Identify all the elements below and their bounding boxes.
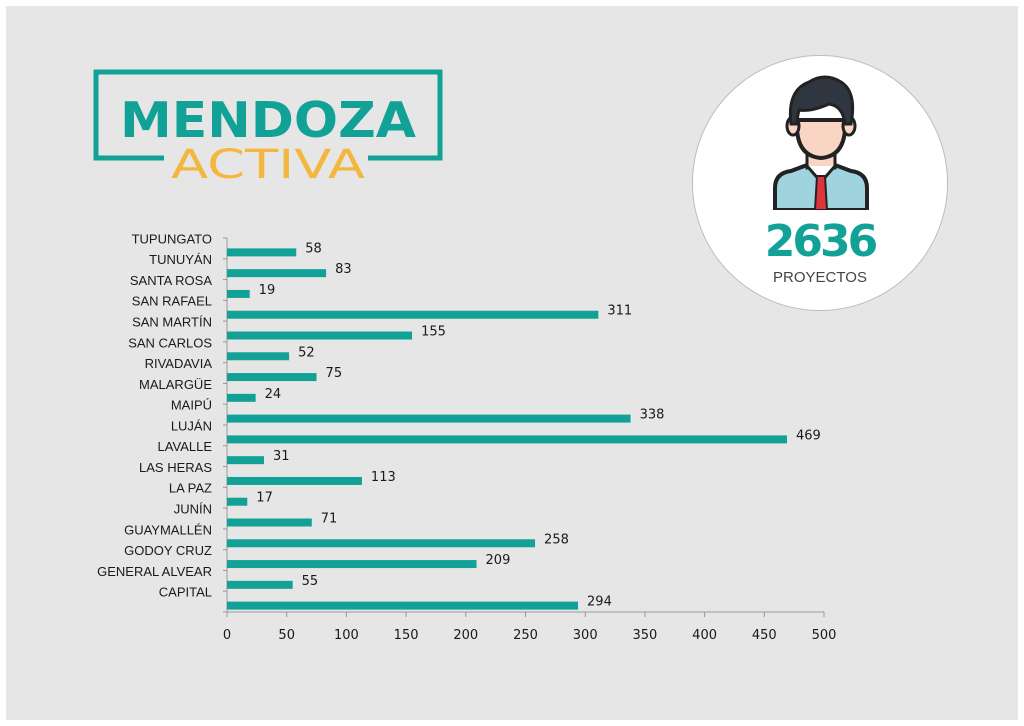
- value-label: 469: [796, 428, 821, 443]
- x-tick-label: 450: [752, 628, 777, 643]
- bar: [227, 373, 317, 382]
- bar: [227, 601, 579, 610]
- bar: [227, 518, 312, 527]
- category-label: GENERAL ALVEAR: [97, 564, 212, 579]
- value-label: 209: [486, 553, 511, 568]
- bar: [227, 560, 477, 569]
- mendoza-activa-logo: MENDOZA ACTIVA: [93, 69, 443, 180]
- category-label: LAS HERAS: [139, 460, 212, 475]
- bar: [227, 248, 297, 257]
- bar: [227, 414, 631, 423]
- x-tick-label: 100: [334, 628, 359, 643]
- category-label: JUNÍN: [174, 502, 212, 517]
- bar: [227, 476, 362, 485]
- bar: [227, 289, 250, 298]
- value-label: 258: [544, 532, 569, 547]
- category-label: SAN CARLOS: [128, 335, 212, 350]
- value-label: 55: [302, 574, 319, 589]
- bar: [227, 269, 327, 278]
- bar: [227, 393, 256, 402]
- category-label: RIVADAVIA: [145, 356, 213, 371]
- value-label: 24: [265, 387, 282, 402]
- value-label: 294: [587, 595, 612, 610]
- category-label: LUJÁN: [171, 418, 212, 433]
- bar: [227, 435, 787, 444]
- category-label: SANTA ROSA: [130, 273, 212, 288]
- person-icon: [773, 75, 869, 210]
- value-label: 31: [273, 449, 290, 464]
- projects-label: PROYECTOS: [773, 269, 867, 286]
- x-tick-label: 500: [812, 628, 837, 643]
- bar: [227, 352, 290, 361]
- category-label: LA PAZ: [169, 481, 212, 496]
- category-label: MALARGÜE: [139, 377, 212, 392]
- projects-badge: 2636 PROYECTOS: [692, 55, 948, 311]
- value-label: 338: [640, 408, 665, 423]
- x-tick-label: 150: [394, 628, 419, 643]
- category-label: SAN RAFAEL: [132, 294, 212, 309]
- value-label: 19: [259, 283, 276, 298]
- x-tick-label: 300: [573, 628, 598, 643]
- value-label: 71: [321, 512, 338, 527]
- value-label: 58: [305, 241, 322, 256]
- x-tick-label: 400: [692, 628, 717, 643]
- category-label: MAIPÚ: [171, 398, 212, 413]
- logo-activa: ACTIVA: [171, 142, 366, 180]
- category-label: GUAYMALLÉN: [124, 522, 212, 537]
- x-tick-label: 0: [223, 628, 231, 643]
- category-label: TUNUYÁN: [149, 252, 212, 267]
- projects-count: 2636: [764, 216, 878, 267]
- category-label: TUPUNGATO: [132, 231, 212, 246]
- x-tick-label: 250: [513, 628, 538, 643]
- category-label: SAN MARTÍN: [132, 315, 212, 330]
- value-label: 113: [371, 470, 396, 485]
- category-label: GODOY CRUZ: [124, 543, 212, 558]
- value-label: 311: [607, 304, 632, 319]
- x-tick-label: 50: [278, 628, 295, 643]
- value-label: 17: [256, 491, 273, 506]
- value-label: 52: [298, 345, 315, 360]
- value-label: 75: [326, 366, 343, 381]
- value-label: 83: [335, 262, 352, 277]
- value-label: 155: [421, 325, 446, 340]
- category-label: CAPITAL: [159, 585, 212, 600]
- x-tick-label: 200: [453, 628, 478, 643]
- x-tick-label: 350: [632, 628, 657, 643]
- bar: [227, 497, 248, 506]
- bar: [227, 580, 293, 589]
- category-label: LAVALLE: [158, 439, 213, 454]
- bar: [227, 456, 265, 465]
- logo-mendoza: MENDOZA: [120, 92, 416, 149]
- bar: [227, 539, 536, 548]
- bar: [227, 331, 413, 340]
- bar: [227, 310, 599, 319]
